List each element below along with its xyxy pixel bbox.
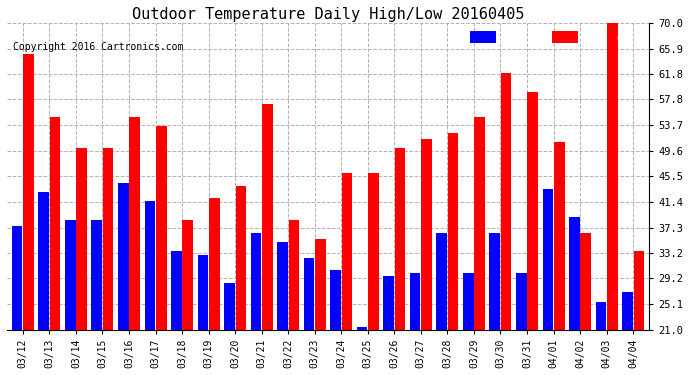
Bar bbox=[607, 23, 618, 330]
Bar bbox=[224, 283, 235, 330]
Bar bbox=[489, 232, 500, 330]
Bar bbox=[622, 292, 633, 330]
Bar bbox=[554, 142, 564, 330]
Bar bbox=[342, 173, 353, 330]
Bar bbox=[103, 148, 113, 330]
Bar bbox=[23, 54, 34, 330]
Bar bbox=[410, 273, 420, 330]
Bar bbox=[197, 255, 208, 330]
Bar bbox=[580, 232, 591, 330]
Bar bbox=[395, 148, 405, 330]
Bar bbox=[156, 126, 166, 330]
Bar bbox=[209, 198, 219, 330]
Bar bbox=[262, 105, 273, 330]
Bar bbox=[384, 276, 394, 330]
Bar bbox=[182, 220, 193, 330]
Bar bbox=[474, 117, 485, 330]
Bar bbox=[39, 192, 49, 330]
Bar bbox=[422, 139, 432, 330]
Bar bbox=[357, 327, 367, 330]
Bar bbox=[331, 270, 341, 330]
Bar bbox=[368, 173, 379, 330]
Bar bbox=[235, 186, 246, 330]
Bar bbox=[448, 133, 458, 330]
Bar bbox=[569, 217, 580, 330]
Bar bbox=[542, 189, 553, 330]
Bar bbox=[250, 232, 262, 330]
Bar bbox=[65, 220, 75, 330]
Bar bbox=[144, 201, 155, 330]
Bar bbox=[633, 252, 644, 330]
Bar bbox=[118, 183, 128, 330]
Bar bbox=[516, 273, 526, 330]
Bar bbox=[463, 273, 473, 330]
Bar bbox=[277, 242, 288, 330]
Bar bbox=[12, 226, 23, 330]
Bar bbox=[288, 220, 299, 330]
Legend: Low  (°F), High  (°F): Low (°F), High (°F) bbox=[466, 28, 644, 46]
Bar bbox=[50, 117, 61, 330]
Bar bbox=[595, 302, 607, 330]
Bar bbox=[92, 220, 102, 330]
Text: Copyright 2016 Cartronics.com: Copyright 2016 Cartronics.com bbox=[13, 42, 184, 51]
Bar bbox=[315, 239, 326, 330]
Bar bbox=[436, 232, 447, 330]
Bar bbox=[130, 117, 140, 330]
Bar bbox=[527, 92, 538, 330]
Bar bbox=[304, 258, 315, 330]
Bar bbox=[171, 252, 181, 330]
Bar bbox=[77, 148, 87, 330]
Bar bbox=[501, 73, 511, 330]
Title: Outdoor Temperature Daily High/Low 20160405: Outdoor Temperature Daily High/Low 20160… bbox=[132, 7, 524, 22]
